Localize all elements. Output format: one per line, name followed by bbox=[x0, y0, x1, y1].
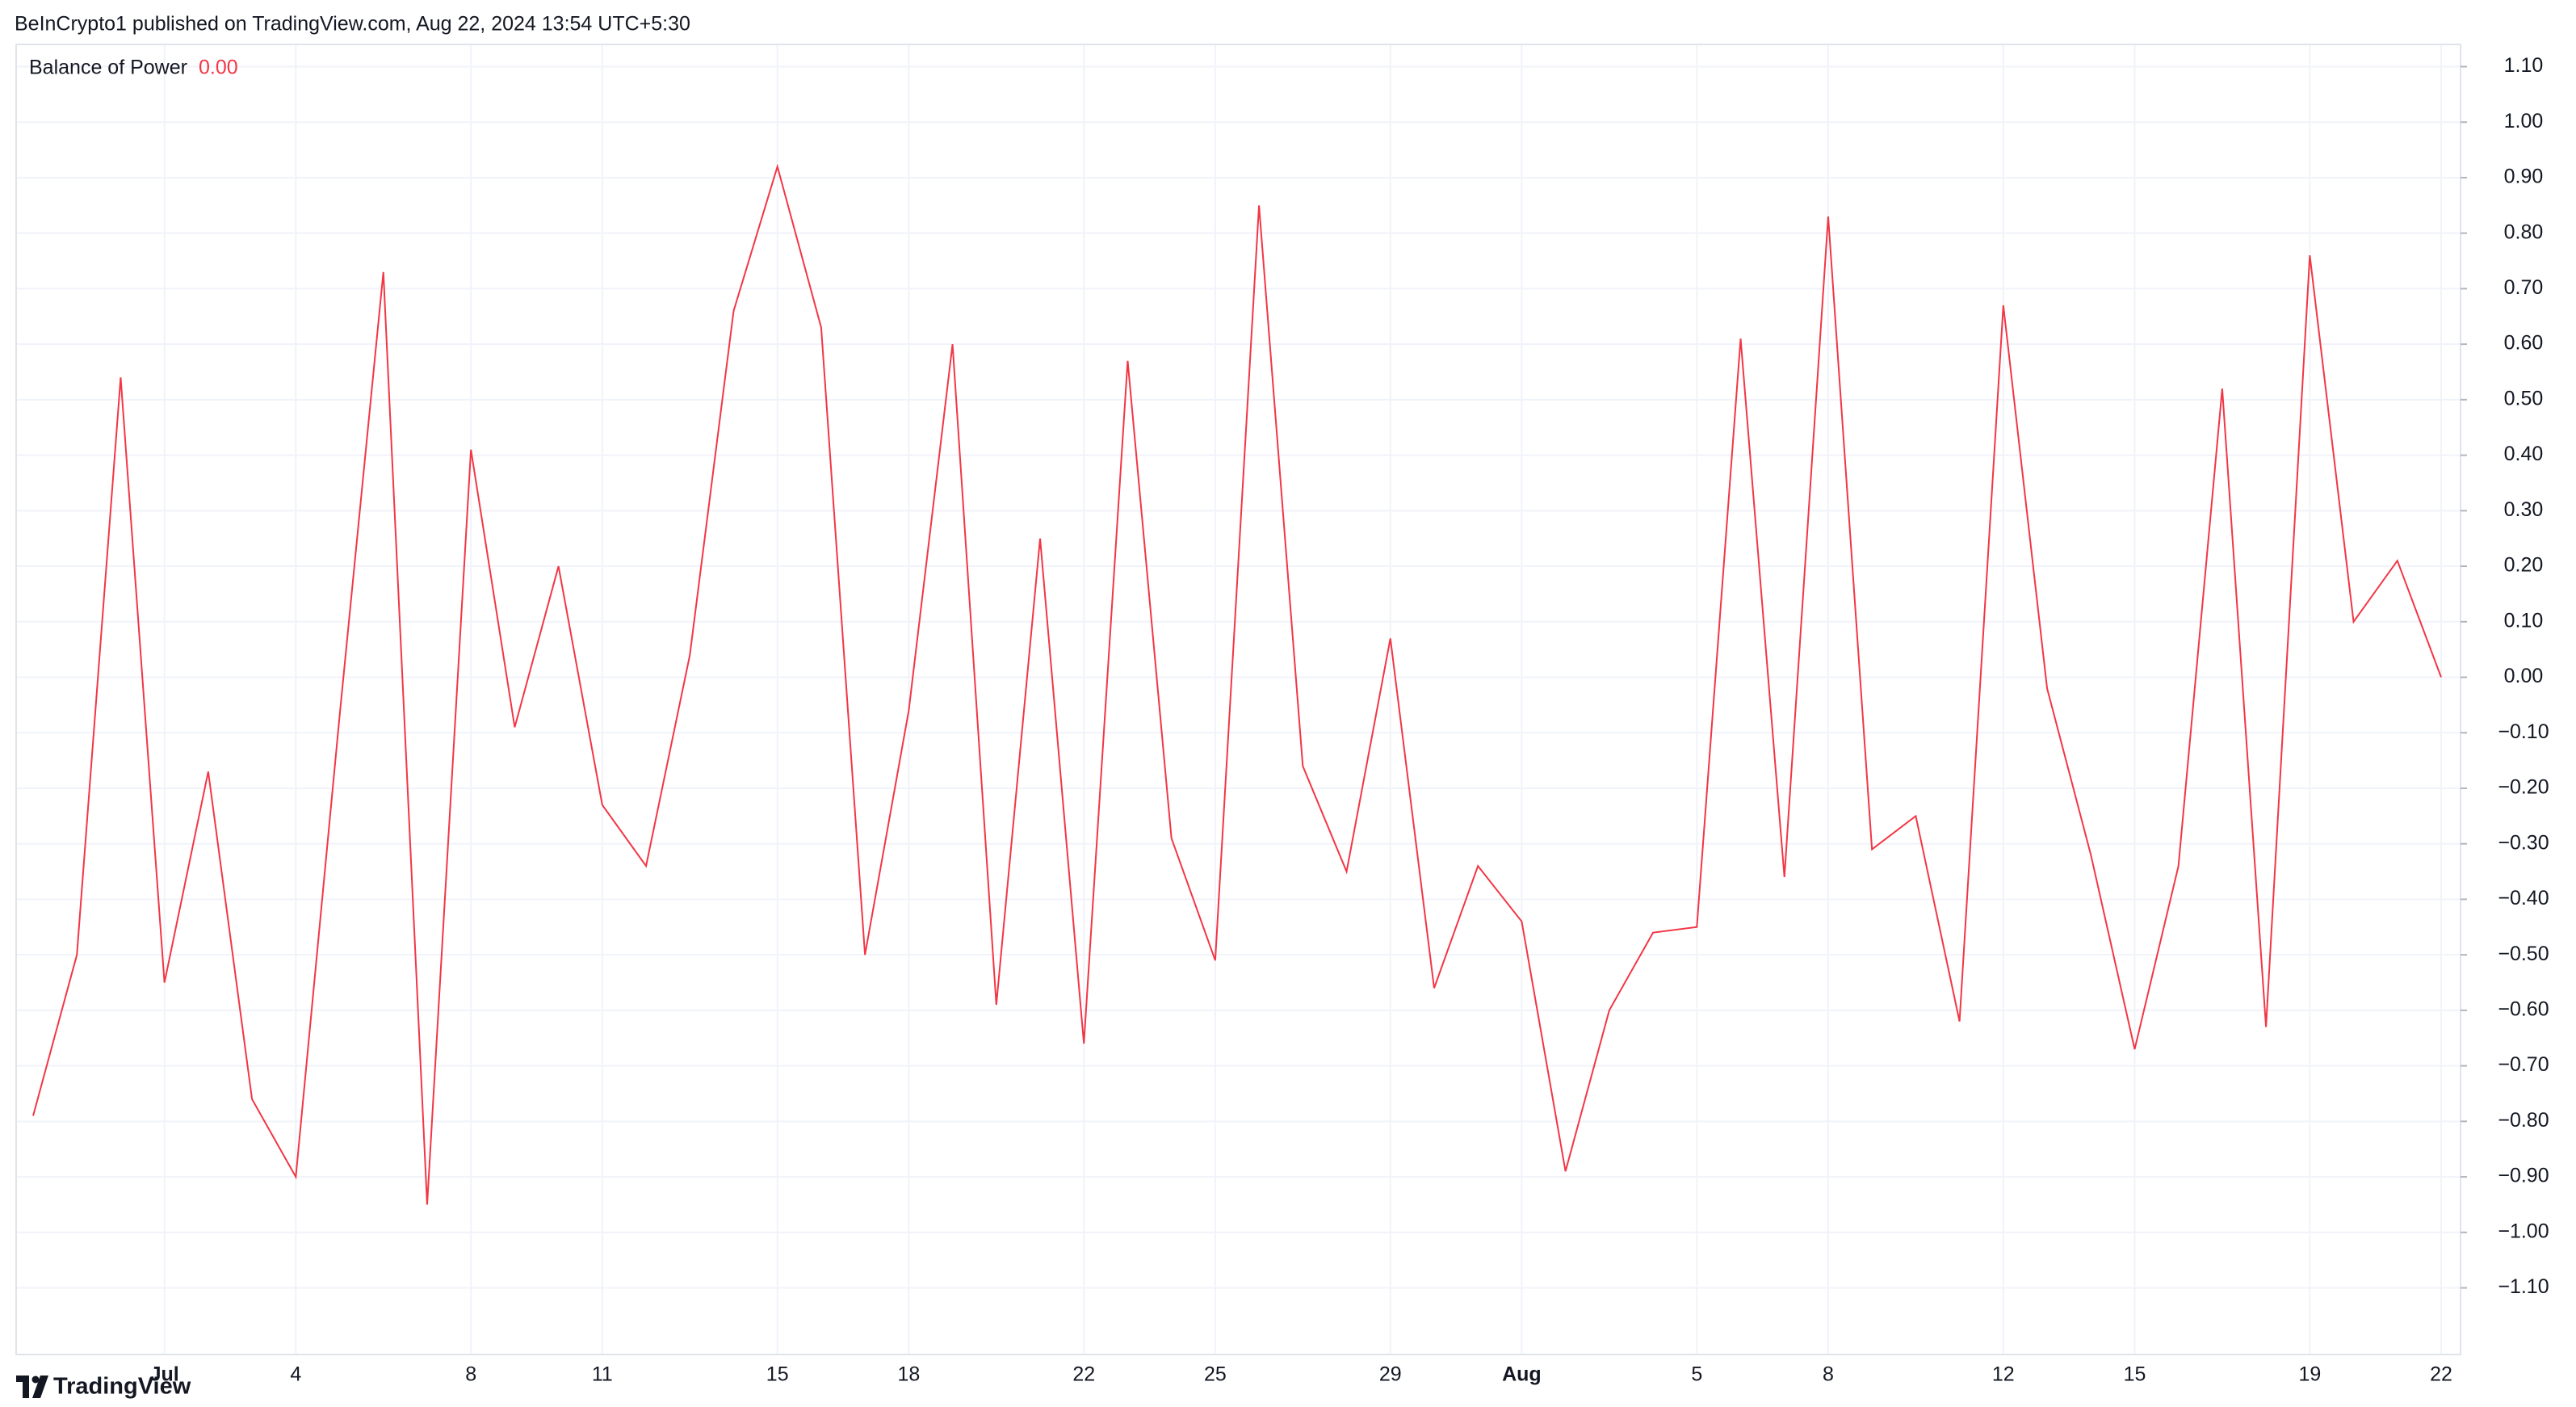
y-tick-label: 0.20 bbox=[2504, 554, 2544, 577]
x-tick-label: 22 bbox=[1072, 1363, 1095, 1386]
x-tick-label: 29 bbox=[1379, 1363, 1402, 1386]
y-tick-label: −0.10 bbox=[2498, 720, 2549, 743]
x-tick-label: 25 bbox=[1204, 1363, 1227, 1386]
header: BeInCrypto1 published on TradingView.com… bbox=[15, 13, 690, 36]
x-tick-label: 15 bbox=[2124, 1363, 2146, 1386]
y-tick-label: 0.00 bbox=[2504, 665, 2544, 687]
y-tick-label: 0.10 bbox=[2504, 609, 2544, 632]
x-tick-label: Aug bbox=[1502, 1363, 1542, 1386]
y-tick-label: −0.20 bbox=[2498, 776, 2549, 799]
y-tick-label: −0.60 bbox=[2498, 998, 2549, 1020]
x-tick-label: 22 bbox=[2430, 1363, 2452, 1386]
x-tick-label: 4 bbox=[290, 1363, 301, 1386]
brand-logo bbox=[16, 1376, 48, 1398]
y-tick-label: 1.10 bbox=[2504, 54, 2544, 77]
y-tick-label: 0.90 bbox=[2504, 166, 2544, 188]
y-tick-label: 0.40 bbox=[2504, 443, 2544, 465]
y-tick-label: −1.00 bbox=[2498, 1220, 2549, 1242]
x-tick-label: 12 bbox=[1992, 1363, 2015, 1386]
y-tick-label: −0.30 bbox=[2498, 831, 2549, 854]
x-tick-label: 15 bbox=[766, 1363, 789, 1386]
x-tick-label: 5 bbox=[1691, 1363, 1702, 1386]
y-tick-label: 0.60 bbox=[2504, 332, 2544, 355]
x-tick-label: 11 bbox=[592, 1363, 613, 1386]
line bbox=[32, 163, 2442, 1205]
y-tick-label: 0.30 bbox=[2504, 498, 2544, 521]
y-tick-label: −0.50 bbox=[2498, 943, 2549, 965]
y-tick-label: 0.70 bbox=[2504, 276, 2544, 299]
x-tick-label: 18 bbox=[897, 1363, 920, 1386]
y-tick-label: −0.70 bbox=[2498, 1053, 2549, 1076]
y-tick-label: −0.90 bbox=[2498, 1165, 2549, 1187]
y-tick-label: −1.10 bbox=[2498, 1275, 2549, 1298]
plot-border bbox=[15, 44, 2461, 1355]
y-tick-label: 0.50 bbox=[2504, 387, 2544, 410]
x-tick-label: 19 bbox=[2298, 1363, 2321, 1386]
x-tick-label: 8 bbox=[465, 1363, 476, 1386]
legend-value: 0.00 bbox=[199, 57, 238, 79]
y-tick-label: 1.00 bbox=[2504, 110, 2544, 132]
x-tick-label: Jul bbox=[150, 1363, 179, 1386]
legend-name: Balance of Power bbox=[29, 57, 187, 79]
x-tick-label: 8 bbox=[1823, 1363, 1834, 1386]
y-tick-label: −0.40 bbox=[2498, 887, 2549, 909]
y-tick-label: 0.80 bbox=[2504, 220, 2544, 243]
y-tick-label: −0.80 bbox=[2498, 1109, 2549, 1132]
brand: TradingView bbox=[53, 1374, 191, 1400]
